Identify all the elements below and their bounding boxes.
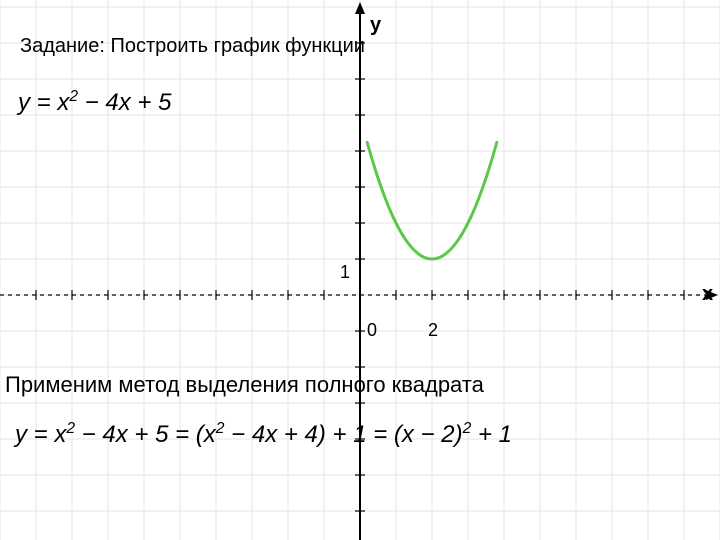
x-axis-label: x — [702, 283, 713, 306]
chart-svg — [0, 0, 720, 540]
ytick-1-label: 1 — [340, 262, 350, 283]
chart-container: y x 0 1 2 Задание: Построить график функ… — [0, 0, 720, 540]
formula-original: y = x2 − 4x + 5 — [18, 88, 171, 117]
formula-completed-square: y = x2 − 4x + 5 = (x2 − 4x + 4) + 1 = (x… — [15, 420, 512, 449]
task-text: Задание: Построить график функции — [20, 35, 365, 58]
method-text: Применим метод выделения полного квадрат… — [5, 372, 484, 398]
xtick-2-label: 2 — [428, 320, 438, 341]
origin-label: 0 — [367, 320, 377, 341]
y-axis-label: y — [370, 14, 381, 37]
